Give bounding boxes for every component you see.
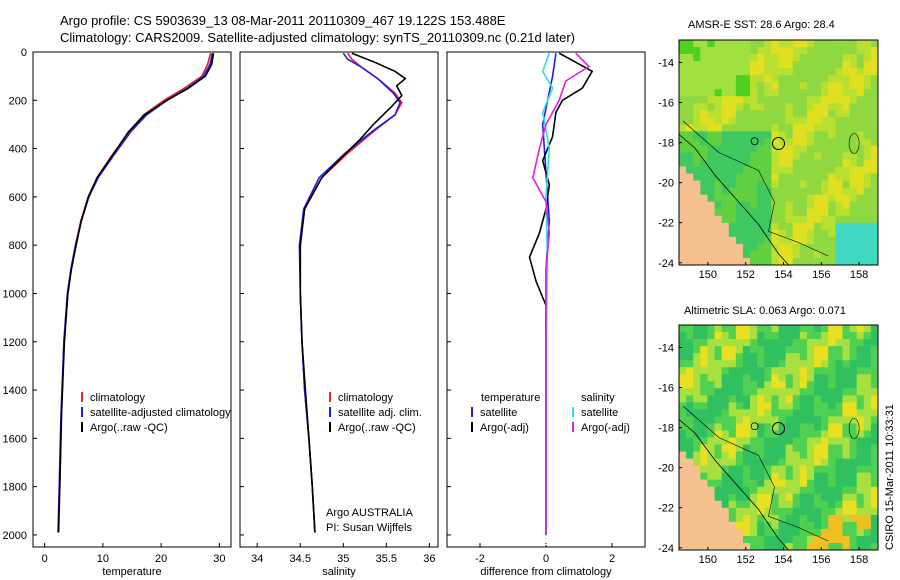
sst-shelf-line [682,120,829,257]
sla-ytick-label: -24 [658,543,674,555]
sla-ytick-label: -20 [658,463,674,475]
diff-legend-temperature-label: satellite [480,407,517,419]
sla-xtick-label: 156 [812,554,830,566]
diff-legend-temperature-title: temperature [481,392,540,404]
sla-reef [848,418,860,439]
salinity-xtick-label: 34 [251,553,263,565]
sst-xtick-label: 152 [736,269,754,281]
salinity-xtick-label: 36 [423,553,435,565]
temperature-legend-label: satellite-adjusted climatology [90,407,231,419]
depth-tick-label: 1600 [3,433,27,445]
depth-tick-label: 1200 [3,337,27,349]
temperature-xtick-label: 20 [155,553,167,565]
salinity-axes-box [239,51,439,548]
sla-map-title: Altimetric SLA: 0.063 Argo: 0.071 [684,305,847,317]
salinity-annotation-line2: PI: Susan Wijffels [326,522,412,534]
salinity-series-satellite-adj-clim- [298,52,402,533]
diff-legend-salinity-label: satellite [581,407,618,419]
sst-ytick-label: -18 [658,138,674,150]
sla-xtick-label: 154 [774,554,792,566]
sst-ytick-label: -24 [658,258,674,270]
credit-timestamp: CSIRO 15-Mar-2011 10:33:31 [884,404,896,550]
depth-tick-label: 1400 [3,385,27,397]
diff-legend-salinity-label: Argo(-adj) [581,422,630,434]
depth-tick-label: 400 [9,144,27,156]
depth-tick-label: 200 [9,95,27,107]
sla-xtick-label: 152 [736,554,754,566]
temperature-xtick-label: 30 [213,553,225,565]
temperature-axes-box [32,51,232,548]
sla-frame [678,324,879,551]
difference-series-temperature-argo-adj- [528,52,594,533]
sst-reef-small [750,137,759,146]
salinity-xtick-label: 34.5 [290,553,311,565]
salinity-xtick-label: 35.5 [376,553,397,565]
difference-xtick-label: 2 [609,553,615,565]
salinity-xtick-label: 35 [337,553,349,565]
sla-ytick-label: -22 [658,503,674,515]
depth-tick-label: 800 [9,240,27,252]
sst-xtick-label: 158 [850,269,868,281]
temperature-legend-label: Argo(..raw -QC) [90,422,168,434]
diff-legend-temperature-label: Argo(-adj) [480,422,529,434]
temperature-series-argo-raw-qc- [57,53,215,533]
difference-xtick-label: -2 [475,553,485,565]
sla-shelf-line [682,405,829,542]
sla-argo-location [772,422,785,435]
sst-map [679,40,879,266]
salinity-legend-label: climatology [338,392,394,404]
depth-tick-label: 2000 [3,530,27,542]
sst-ytick-label: -22 [658,218,674,230]
sst-ytick-label: -16 [658,98,674,110]
salinity-annotation-line1: Argo AUSTRALIA [326,507,413,519]
sst-xtick-label: 150 [699,269,717,281]
sla-coastline [678,419,789,551]
sst-frame [678,39,879,266]
sla-ytick-label: -14 [658,343,674,355]
difference-xlabel: difference from climatology [480,566,612,578]
temperature-xtick-label: 0 [42,553,48,565]
sla-reef-small [750,422,759,431]
figure-title-line2: Climatology: CARS2009. Satellite-adjuste… [60,30,575,45]
salinity-series-argo-raw-qc- [299,52,407,533]
sla-xtick-label: 158 [850,554,868,566]
salinity-legend-label: Argo(..raw -QC) [338,422,416,434]
sla-ytick-label: -18 [658,423,674,435]
sst-xtick-label: 156 [812,269,830,281]
difference-series-salinity-argo-adj- [531,52,591,533]
depth-tick-label: 1800 [3,482,27,494]
sla-xtick-label: 150 [699,554,717,566]
depth-tick-label: 1000 [3,288,27,300]
difference-series-salinity-satellite [541,52,554,533]
diff-legend-salinity-title: salinity [581,392,615,404]
temperature-xlabel: temperature [102,566,161,578]
sst-xtick-label: 154 [774,269,792,281]
depth-tick-label: 600 [9,192,27,204]
sst-map-title: AMSR-E SST: 28.6 Argo: 28.4 [688,19,835,31]
sla-ytick-label: -16 [658,383,674,395]
salinity-series-climatology [299,52,403,533]
sla-map [679,325,879,551]
sst-ytick-label: -20 [658,178,674,190]
sst-reef [848,133,860,154]
temperature-legend-label: climatology [90,392,146,404]
salinity-legend-label: satellite adj. clim. [338,407,422,419]
sst-coastline [678,134,789,266]
sst-argo-location [772,137,785,150]
difference-xtick-label: 0 [543,553,549,565]
salinity-xlabel: salinity [322,566,356,578]
temperature-xtick-label: 10 [97,553,109,565]
sst-ytick-label: -14 [658,58,674,70]
depth-tick-label: 0 [21,47,27,59]
figure-title-line1: Argo profile: CS 5903639_13 08-Mar-2011 … [60,13,506,28]
